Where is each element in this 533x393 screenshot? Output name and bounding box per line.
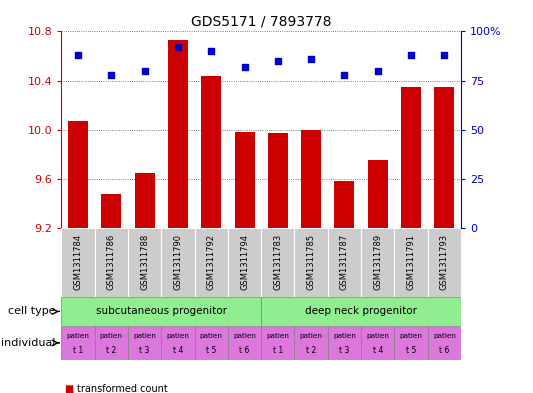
Point — [307, 56, 316, 62]
Point — [374, 68, 382, 74]
Text: t 1: t 1 — [73, 346, 83, 355]
Bar — [68, 121, 88, 228]
Bar — [294, 326, 328, 360]
Bar — [268, 133, 288, 228]
Bar — [427, 326, 461, 360]
Text: deep neck progenitor: deep neck progenitor — [305, 307, 417, 316]
Text: GSM1311783: GSM1311783 — [273, 234, 282, 290]
Bar — [294, 228, 328, 297]
Bar — [328, 228, 361, 297]
Bar — [394, 228, 427, 297]
Text: patien: patien — [433, 332, 456, 338]
Bar — [128, 326, 161, 360]
Text: patien: patien — [100, 332, 123, 338]
Text: GSM1311785: GSM1311785 — [306, 234, 316, 290]
Title: GDS5171 / 7893778: GDS5171 / 7893778 — [191, 15, 332, 29]
Bar — [161, 228, 195, 297]
Bar — [394, 326, 427, 360]
Bar — [128, 228, 161, 297]
Bar — [368, 160, 388, 228]
Point — [273, 58, 282, 64]
Point — [340, 72, 349, 78]
Point — [107, 72, 116, 78]
Bar — [228, 228, 261, 297]
Bar — [335, 181, 354, 228]
Text: GSM1311784: GSM1311784 — [74, 234, 83, 290]
Text: ■: ■ — [64, 384, 73, 393]
Text: t 6: t 6 — [239, 346, 249, 355]
Text: GSM1311793: GSM1311793 — [440, 234, 449, 290]
Text: GSM1311786: GSM1311786 — [107, 234, 116, 290]
Text: patien: patien — [400, 332, 423, 338]
Bar — [61, 228, 95, 297]
Text: GSM1311794: GSM1311794 — [240, 234, 249, 290]
Bar — [261, 228, 294, 297]
Text: GSM1311790: GSM1311790 — [173, 234, 182, 290]
Point — [174, 44, 182, 50]
Bar — [195, 228, 228, 297]
Text: patien: patien — [67, 332, 90, 338]
Text: t 4: t 4 — [373, 346, 383, 355]
Bar — [401, 87, 421, 228]
Text: t 2: t 2 — [106, 346, 116, 355]
Text: t 4: t 4 — [173, 346, 183, 355]
Text: GSM1311789: GSM1311789 — [373, 234, 382, 290]
Bar — [301, 130, 321, 228]
Bar — [101, 193, 121, 228]
Bar — [61, 326, 95, 360]
Point — [440, 52, 449, 58]
Text: GSM1311792: GSM1311792 — [207, 234, 216, 290]
Bar — [134, 173, 155, 228]
Point — [140, 68, 149, 74]
Bar — [261, 297, 461, 326]
Bar — [195, 326, 228, 360]
Point — [240, 64, 249, 70]
Text: patien: patien — [133, 332, 156, 338]
Text: cell type: cell type — [9, 307, 56, 316]
Text: individual: individual — [2, 338, 56, 348]
Bar — [328, 326, 361, 360]
Bar — [235, 132, 254, 228]
Bar — [95, 326, 128, 360]
Text: patien: patien — [333, 332, 356, 338]
Text: t 3: t 3 — [340, 346, 350, 355]
Text: GSM1311791: GSM1311791 — [407, 234, 416, 290]
Bar — [201, 76, 221, 228]
Text: patien: patien — [233, 332, 256, 338]
Point — [407, 52, 415, 58]
Bar — [361, 228, 394, 297]
Text: subcutaneous progenitor: subcutaneous progenitor — [96, 307, 227, 316]
Bar — [434, 87, 454, 228]
Bar — [361, 326, 394, 360]
Point — [74, 52, 82, 58]
Bar — [61, 297, 261, 326]
Bar — [95, 228, 128, 297]
Text: patien: patien — [366, 332, 389, 338]
Bar — [228, 326, 261, 360]
Text: patien: patien — [266, 332, 289, 338]
Text: t 2: t 2 — [306, 346, 316, 355]
Bar — [161, 326, 195, 360]
Point — [207, 48, 215, 54]
Text: t 5: t 5 — [406, 346, 416, 355]
Text: t 1: t 1 — [273, 346, 283, 355]
Text: t 5: t 5 — [206, 346, 216, 355]
Text: patien: patien — [166, 332, 189, 338]
Text: patien: patien — [200, 332, 223, 338]
Bar — [261, 326, 294, 360]
Text: t 3: t 3 — [140, 346, 150, 355]
Text: GSM1311788: GSM1311788 — [140, 234, 149, 290]
Text: patien: patien — [300, 332, 322, 338]
Text: transformed count: transformed count — [77, 384, 168, 393]
Text: t 6: t 6 — [439, 346, 449, 355]
Bar — [168, 40, 188, 228]
Text: GSM1311787: GSM1311787 — [340, 234, 349, 290]
Bar — [427, 228, 461, 297]
